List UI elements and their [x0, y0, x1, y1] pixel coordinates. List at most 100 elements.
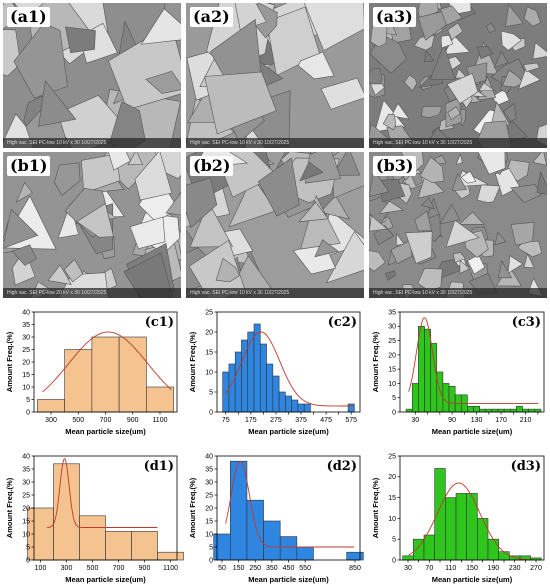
particle-facet	[500, 30, 523, 51]
xtick-label-c1-1: 500	[72, 417, 84, 424]
bar-d3-2	[423, 534, 435, 561]
histogram-c1-svg: 0 5 10 15 20 25 30 35 40 300 500 700 900 1100 Mean par…	[5, 309, 178, 436]
particle-facet	[440, 34, 454, 49]
ytick-label-c1-1: 5	[26, 397, 30, 404]
particle-facet	[507, 255, 524, 274]
bar-c2-9	[278, 391, 286, 413]
sem-info-bar-a2: High vac. SEI PC-low 10 kV x 30 10/27/20…	[186, 138, 364, 148]
xtick-label-d3-3: 150	[466, 565, 478, 572]
particle-facet	[332, 152, 361, 176]
ytick-label-c1-6: 30	[22, 334, 30, 341]
ytick-label-d2-8: 40	[205, 453, 213, 460]
xtick-label-c2-1: 175	[245, 417, 257, 424]
particle-facet	[384, 270, 396, 281]
bar-c3-12	[479, 408, 487, 413]
particle-facet	[523, 6, 541, 27]
histogram-d2-svg: 0 5 10 15 20 25 30 35 40 50 150 250 350 450 550 850 Mean…	[188, 453, 364, 584]
particle-facet	[447, 22, 464, 41]
xlabel-d1: Mean particle size(um)	[65, 575, 146, 584]
ytick-label-c3-0: 0	[392, 409, 396, 416]
xtick-label-c1-0: 300	[45, 417, 57, 424]
ytick-label-c2-2: 10	[205, 369, 213, 376]
ytick-label-c1-4: 20	[22, 359, 30, 366]
particle-facet	[517, 68, 542, 90]
bar-d2-8	[346, 551, 364, 561]
panel-label-d2: (d2)	[327, 459, 357, 474]
particle-facet	[15, 181, 33, 203]
ytick-label-c2-1: 5	[209, 389, 213, 396]
particle-facet	[228, 175, 277, 228]
sem-panel-a1: (a1) High vac. SEI PC-low 10 kV x 30 10/2…	[3, 3, 181, 148]
ylabel-c1: Amount Freq.(%)	[5, 331, 14, 392]
bar-c2-8	[272, 375, 280, 413]
xtick-label-d1-3: 700	[113, 565, 125, 572]
particle-facet	[391, 102, 410, 120]
ytick-label-d2-3: 15	[205, 518, 213, 525]
histogram-d2: 0 5 10 15 20 25 30 35 40 50 150 250 350 450 550 850 Mean…	[183, 446, 366, 588]
xlabel-c1: Mean particle size(um)	[65, 427, 146, 436]
sem-panel-b2: (b2) High vac. SEI PC-low 10 kV x 30 10/2…	[186, 152, 364, 298]
particle-facet	[76, 203, 114, 238]
xtick-label-c1-2: 700	[100, 417, 112, 424]
ytick-label-c1-7: 35	[22, 322, 30, 329]
fit-curve-c3	[408, 317, 539, 404]
particle-facet	[11, 244, 37, 266]
ytick-label-d3-4: 20	[388, 474, 396, 481]
particle-facet	[466, 254, 486, 275]
histogram-d1-svg: 0 5 10 15 20 25 30 35 40 100 300 500 700 900 1100 Mean …	[5, 453, 184, 584]
ytick-label-d1-8: 40	[22, 453, 30, 460]
histogram-d3-svg: 0 5 10 15 20 25 30 70 110 150 190 230 270 Mean partic…	[371, 453, 545, 584]
particle-facet	[494, 231, 507, 246]
particle-facet	[420, 105, 443, 118]
xtick-label-c3-3: 170	[495, 417, 507, 424]
histogram-d3: 0 5 10 15 20 25 30 70 110 150 190 230 270 Mean partic…	[366, 446, 550, 588]
ytick-label-d3-0: 0	[392, 557, 396, 564]
bar-d2-2	[246, 499, 264, 561]
bar-d3-9	[498, 551, 510, 561]
particle-facet	[405, 231, 433, 264]
bar-d1-3	[105, 531, 132, 561]
bar-c3-20	[528, 408, 536, 413]
fit-curve-d1	[46, 458, 158, 528]
histogram-c2: 0 5 10 15 20 25 75 175 275 375 475 575 Mean particle…	[183, 302, 366, 440]
sem-panel-a2: (a2) High vac. SEI PC-low 10 kV x 30 10/2…	[186, 3, 364, 148]
bar-c3-14	[491, 408, 499, 413]
particle-facet	[445, 219, 480, 248]
bar-c2-2	[234, 351, 242, 413]
particle-facet	[320, 77, 364, 110]
xtick-label-c2-3: 375	[295, 417, 307, 424]
particle-facet	[47, 264, 72, 285]
particle-facet	[446, 72, 479, 105]
bar-d3-0	[402, 555, 414, 561]
xtick-label-c2-0: 75	[222, 417, 230, 424]
sem-info-bar-a3: High vac. SEI PC-low 10 kV x 30 10/27/20…	[369, 138, 547, 148]
xlabel-c2: Mean particle size(um)	[248, 427, 329, 436]
xtick-label-d3-5: 230	[509, 565, 521, 572]
ylabel-d2: Amount Freq.(%)	[188, 477, 197, 538]
particle-facet	[140, 8, 181, 45]
bar-c3-19	[522, 408, 529, 413]
ytick-label-c2-0: 0	[209, 409, 213, 416]
sem-info-bar-a1: High vac. SEI PC-low 10 kV x 30 10/27/20…	[3, 138, 181, 148]
particle-facet	[3, 208, 39, 249]
particle-facet	[523, 62, 541, 72]
ytick-label-d3-3: 15	[388, 495, 396, 502]
particle-facet	[438, 203, 461, 225]
particle-facet	[536, 170, 547, 195]
particle-facet	[503, 102, 517, 122]
bar-c2-4	[247, 331, 255, 413]
fit-curve-d3	[408, 482, 539, 561]
particle-facet	[189, 201, 233, 248]
sem-image-b2	[186, 152, 364, 298]
particle-facet	[145, 70, 181, 94]
bar-d3-7	[477, 518, 489, 561]
particle-facet	[38, 80, 77, 127]
particle-facet	[378, 200, 405, 214]
xlabel-d2: Mean particle size(um)	[248, 575, 329, 584]
panel-label-d1: (d1)	[144, 459, 174, 474]
bar-c1-2	[91, 336, 120, 413]
sem-panel-b3: (b3) High vac. SEI PC-low 10 kV x 30 10/2…	[369, 152, 547, 298]
ytick-label-d1-4: 20	[22, 505, 30, 512]
ytick-label-c3-3: 15	[388, 367, 396, 374]
panel-label-b1: (b1)	[7, 156, 51, 176]
